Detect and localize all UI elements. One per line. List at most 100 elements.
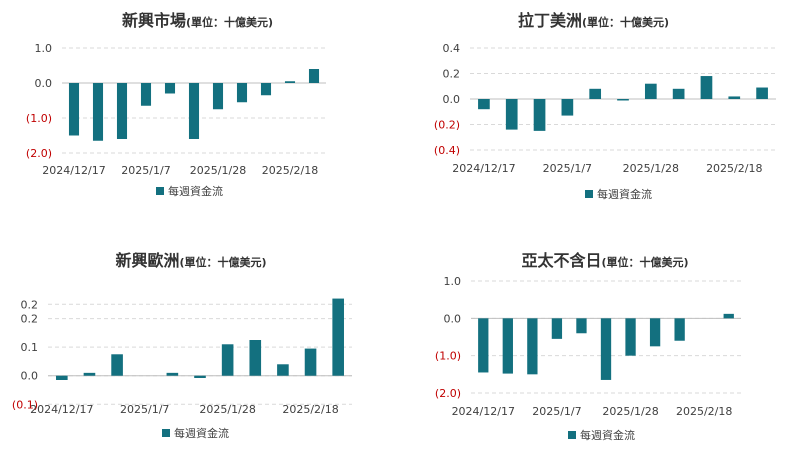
bar <box>723 313 734 319</box>
bar <box>56 375 68 380</box>
chart-title: 新興歐洲(單位：十億美元) <box>0 247 382 271</box>
x-tick-label: 2024/12/17 <box>452 405 515 418</box>
y-tick-label: (0.4) <box>434 144 460 157</box>
y-tick-label: (1.0) <box>435 350 461 363</box>
chart-panel-asia-pacific-ex-japan: 亞太不含日(單位：十億美元) 1.0 0.0 (1.0) (2.0) 2024/12/1… <box>396 225 791 449</box>
chart-title-unit: (單位：十億美元) <box>581 16 670 29</box>
y-tick-label: (1.0) <box>26 112 52 125</box>
chart-panel-latin-america: 拉丁美洲(單位：十億美元) 0.4 0.2 0.0 (0.2) (0.4) 2024/12… <box>396 0 791 224</box>
legend-swatch <box>156 187 164 195</box>
bar <box>277 364 289 376</box>
x-tick-label: 2025/2/18 <box>262 164 318 177</box>
x-tick-label: 2025/1/7 <box>120 403 169 416</box>
chart-latin-america: 0.4 0.2 0.0 (0.2) (0.4) 2024/12/17 2025/1/7 202… <box>434 42 776 201</box>
y-tick-label: 0.2 <box>21 313 39 326</box>
x-tick-label: 2024/12/17 <box>42 164 105 177</box>
y-tick-label: (2.0) <box>435 387 461 400</box>
y-tick-label: 0.0 <box>21 370 39 383</box>
bar <box>92 83 104 141</box>
bar <box>308 69 320 83</box>
legend-label: 每週資金流 <box>597 187 652 201</box>
bar <box>68 83 80 136</box>
x-tick-label: 2025/1/28 <box>623 162 679 175</box>
bar <box>644 83 657 99</box>
x-tick-label: 2024/12/17 <box>30 403 93 416</box>
bar <box>116 83 128 139</box>
legend-swatch <box>585 190 593 198</box>
y-tick-label: (0.1) <box>12 398 38 411</box>
y-tick-label: (2.0) <box>26 147 52 160</box>
chart-title-main: 新興歐洲 <box>115 251 180 270</box>
bar <box>502 318 513 374</box>
bar <box>674 318 685 341</box>
x-tick-label: 2025/1/7 <box>543 162 592 175</box>
x-tick-label: 2025/2/18 <box>676 405 732 418</box>
chart-asia-pacific-ex-japan: 1.0 0.0 (1.0) (2.0) 2024/12/17 2025/1/7 2025/1… <box>435 275 741 442</box>
bar <box>194 375 206 378</box>
bar <box>649 318 661 347</box>
chart-title-main: 拉丁美洲 <box>517 11 582 30</box>
bar <box>600 318 612 380</box>
bar <box>728 96 741 99</box>
bar <box>700 76 713 99</box>
x-tick-label: 2025/1/7 <box>121 164 170 177</box>
bar <box>478 318 489 373</box>
bar <box>533 99 546 131</box>
y-tick-label: 0.1 <box>21 341 39 354</box>
x-tick-label: 2025/1/28 <box>190 164 246 177</box>
bar <box>478 99 490 110</box>
legend-label: 每週資金流 <box>174 426 229 440</box>
legend-swatch <box>162 429 170 437</box>
bar <box>236 83 248 103</box>
chart-title: 亞太不含日(單位：十億美元) <box>396 247 791 271</box>
chart-panel-emerging-markets: 新興市場(單位：十億美元) 1.0 0.0 (1.0) (2.0) 2024/12/17… <box>0 0 395 224</box>
x-tick-label: 2025/2/18 <box>706 162 762 175</box>
bar <box>617 99 629 101</box>
legend-label: 每週資金流 <box>168 184 223 198</box>
bar <box>284 81 296 83</box>
bar <box>83 372 96 376</box>
y-tick-label: 0.0 <box>444 312 462 325</box>
bar <box>527 318 538 375</box>
chart-title: 拉丁美洲(單位：十億美元) <box>396 7 791 31</box>
chart-emerging-europe: 0.2 0.2 0.1 0.0 (0.1)2024/12/17 2025/1/7 2025/… <box>12 298 352 440</box>
bar <box>304 348 317 376</box>
chart-title-unit: (單位：十億美元) <box>185 16 274 29</box>
y-tick-label: 1.0 <box>444 275 462 288</box>
bar <box>505 99 518 130</box>
chart-title-unit: (單位：十億美元) <box>601 256 689 269</box>
legend-label: 每週資金流 <box>580 428 635 442</box>
bar <box>188 83 200 139</box>
bar <box>625 318 636 356</box>
x-tick-label: 2025/1/28 <box>199 403 255 416</box>
chart-emerging-markets: 1.0 0.0 (1.0) (2.0) 2024/12/17 2025/1/7 2025/1… <box>26 42 326 198</box>
bar <box>332 298 344 376</box>
y-tick-label: 0.4 <box>443 42 461 55</box>
chart-title-main: 新興市場 <box>121 11 186 30</box>
bar <box>756 87 768 99</box>
y-tick-label: 1.0 <box>35 42 53 55</box>
x-tick-label: 2025/1/7 <box>532 405 581 418</box>
y-tick-label: 0.2 <box>443 68 461 81</box>
bar <box>589 88 602 99</box>
y-tick-label: 0.0 <box>35 77 53 90</box>
bar <box>164 83 176 94</box>
bar <box>111 354 123 376</box>
bar <box>551 318 563 339</box>
bar <box>260 83 272 96</box>
chart-title-unit: (單位：十億美元) <box>179 256 267 269</box>
bar <box>166 372 179 376</box>
bar <box>576 318 587 334</box>
x-tick-label: 2025/1/28 <box>602 405 658 418</box>
chart-panel-emerging-europe: 新興歐洲(單位：十億美元) 0.2 0.2 0.1 0.0 (0.1) 2024/12/1… <box>0 225 395 449</box>
x-tick-label: 2025/2/18 <box>282 403 338 416</box>
x-tick-label: 2024/12/17 <box>452 162 515 175</box>
chart-title: 新興市場(單位：十億美元) <box>0 7 395 31</box>
bar <box>140 83 152 106</box>
bar <box>212 83 224 110</box>
y-tick-label: 0.0 <box>443 93 461 106</box>
legend-swatch <box>568 431 576 439</box>
bar <box>221 344 234 376</box>
bar <box>561 99 574 116</box>
y-tick-label: 0.2 <box>21 298 39 311</box>
